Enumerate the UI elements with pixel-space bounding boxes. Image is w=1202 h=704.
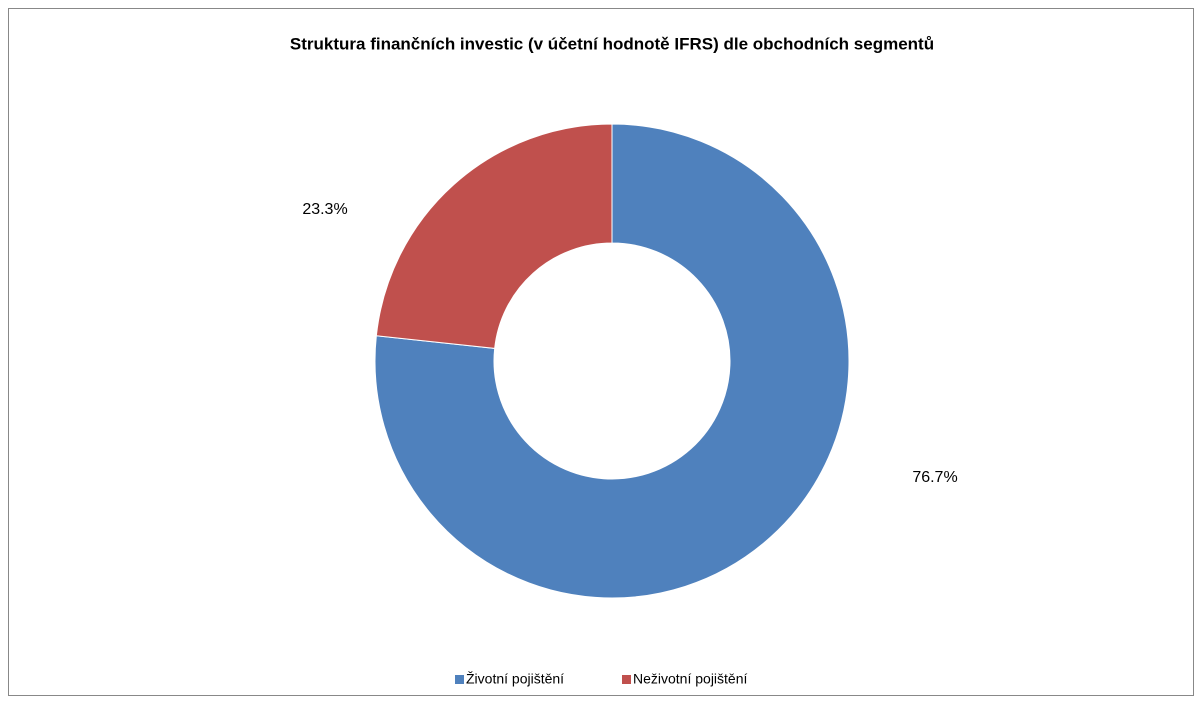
donut-slice — [374, 123, 850, 599]
legend-label: Životní pojištění — [466, 671, 564, 687]
legend-swatch — [622, 675, 631, 684]
legend-swatch — [455, 675, 464, 684]
data-label: 23.3% — [302, 201, 347, 218]
chart-title: Struktura finančních investic (v účetní … — [290, 34, 934, 53]
data-label: 76.7% — [912, 469, 957, 486]
legend-label: Neživotní pojištění — [633, 671, 748, 687]
donut-slice — [375, 123, 613, 349]
